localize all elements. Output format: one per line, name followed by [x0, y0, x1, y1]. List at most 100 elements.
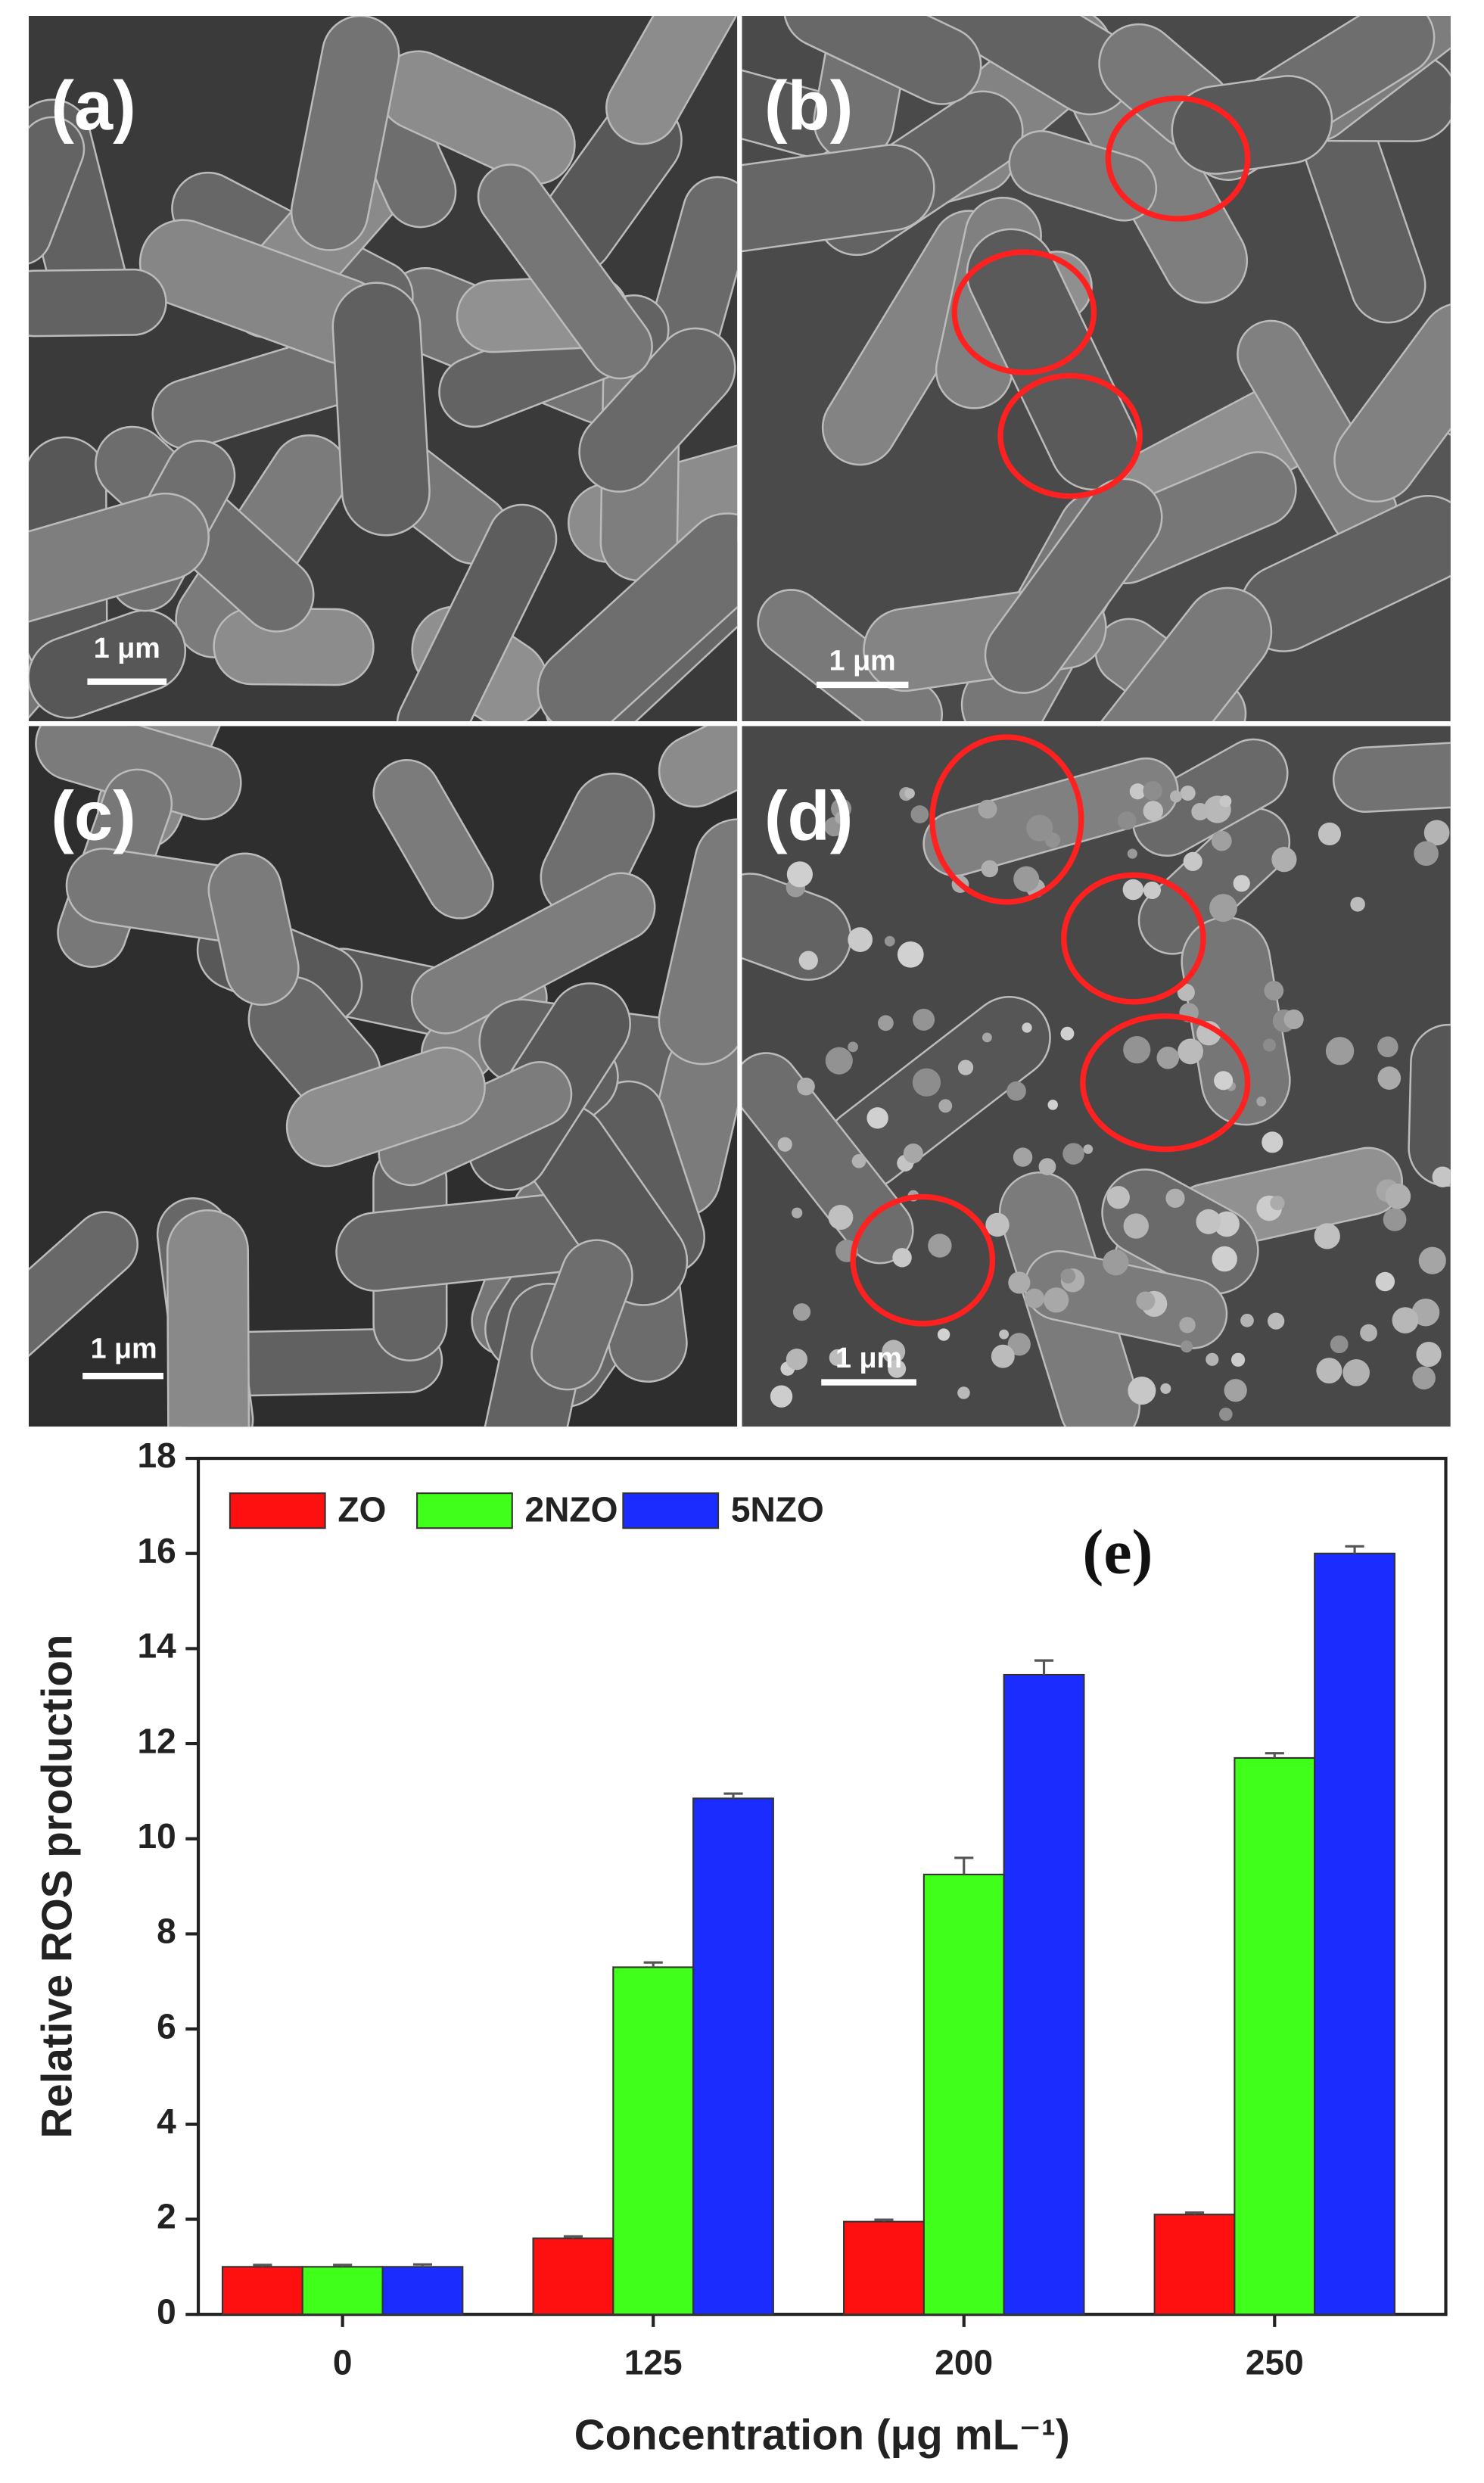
- sem-particle: [1129, 783, 1146, 800]
- sem-particle: [1136, 1291, 1156, 1311]
- sem-particle: [1412, 1366, 1436, 1390]
- sem-particle: [1240, 1313, 1254, 1327]
- sem-particle: [786, 861, 813, 888]
- sem-particle: [1230, 1352, 1246, 1367]
- highlight-circle: [929, 734, 1084, 905]
- sem-particle: [1117, 811, 1137, 830]
- sem-particle: [937, 1328, 950, 1341]
- scale-bar-label: 1 μm: [829, 645, 896, 677]
- sem-rod: [1131, 738, 1289, 857]
- sem-rod: [28, 1211, 138, 1412]
- sem-rod: [1081, 587, 1273, 722]
- sem-rod: [166, 1209, 250, 1427]
- sem-rod: [396, 503, 558, 722]
- sem-particle: [1211, 830, 1232, 851]
- sem-particle: [1103, 1249, 1129, 1276]
- sem-particle: [1342, 1359, 1370, 1386]
- sem-particle: [957, 1059, 974, 1075]
- bar: [1314, 1552, 1396, 2316]
- sem-particle: [829, 1349, 847, 1367]
- bar: [532, 2237, 614, 2316]
- y-tick-label: 18: [137, 1436, 176, 1475]
- sem-rod: [1408, 1023, 1451, 1187]
- sem-rod: [922, 757, 1179, 877]
- x-tick-label: 0: [333, 2342, 353, 2382]
- sem-rod: [28, 492, 210, 630]
- x-tick-label: 125: [624, 2342, 683, 2382]
- sem-rod: [742, 144, 935, 258]
- y-tick-label: 0: [157, 2292, 176, 2331]
- sem-particle: [1432, 1166, 1451, 1187]
- sem-rod: [1333, 302, 1451, 503]
- sem-rod: [477, 163, 653, 380]
- sem-rod: [578, 327, 736, 493]
- sem-particle: [985, 1212, 1010, 1237]
- sem-particle: [1224, 1379, 1247, 1402]
- sem-particle: [1219, 795, 1232, 807]
- legend-swatch: [622, 1492, 720, 1529]
- sem-particle: [1178, 1038, 1204, 1065]
- sem-particle: [848, 927, 873, 953]
- sem-particle: [1414, 841, 1439, 867]
- sem-rod: [1171, 75, 1333, 175]
- sem-particle: [866, 1107, 888, 1129]
- sem-particle: [888, 1359, 907, 1378]
- panel-label: (e): [1082, 1517, 1153, 1587]
- sem-particle: [1047, 1100, 1059, 1110]
- error-bar: [1184, 2211, 1205, 2215]
- sem-image: [28, 726, 738, 1427]
- sem-particle: [884, 935, 895, 947]
- sem-particle: [851, 1153, 866, 1168]
- sem-rod: [285, 1046, 486, 1168]
- sem-particle: [1270, 1196, 1285, 1211]
- sem-particle: [1180, 785, 1196, 801]
- sem-particle: [1127, 848, 1137, 859]
- sem-particle: [1375, 1271, 1395, 1292]
- sem-rod: [28, 609, 187, 719]
- sem-particle: [1377, 1066, 1402, 1090]
- error-bar: [412, 2263, 433, 2267]
- sem-particle: [848, 1041, 858, 1053]
- sem-particle: [1013, 1147, 1033, 1167]
- sem-rod: [331, 282, 431, 537]
- sem-particle: [1060, 1026, 1075, 1041]
- sem-particle: [1181, 1340, 1193, 1353]
- sem-particle: [892, 1248, 912, 1268]
- sem-particle: [1418, 1246, 1446, 1274]
- x-axis-label: Concentration (μg mL⁻¹): [574, 2410, 1070, 2458]
- sem-particle: [1177, 983, 1195, 1002]
- error-bar: [723, 1792, 743, 1799]
- sem-particle: [1106, 1186, 1130, 1209]
- sem-particle: [1416, 1341, 1442, 1368]
- bar: [692, 1797, 774, 2316]
- highlight-circle: [951, 249, 1097, 375]
- sem-particle: [1062, 1143, 1084, 1165]
- sem-particle: [1044, 1287, 1069, 1313]
- error-bar: [1034, 1659, 1054, 1675]
- sem-particle: [1006, 1081, 1026, 1101]
- sem-particle: [1283, 1009, 1304, 1029]
- sem-particle: [978, 799, 997, 819]
- y-tick-label: 10: [137, 1816, 176, 1856]
- sem-particle: [1022, 1022, 1032, 1033]
- sem-particle: [797, 1077, 815, 1096]
- sem-particle: [1314, 1223, 1340, 1249]
- error-bar: [1345, 1545, 1364, 1554]
- error-bar: [563, 2235, 583, 2239]
- sem-rod: [28, 116, 86, 266]
- highlight-circle: [997, 372, 1143, 499]
- sem-particle: [912, 1068, 941, 1097]
- sem-particle: [1160, 1383, 1171, 1394]
- sem-particle: [1128, 1377, 1156, 1405]
- sem-particle: [904, 788, 915, 799]
- legend-swatch: [229, 1492, 326, 1529]
- panel-label: (a): [51, 67, 136, 145]
- sem-particle: [1212, 1246, 1237, 1272]
- sem-particle: [1377, 1036, 1398, 1058]
- sem-rod: [658, 818, 738, 1066]
- sem-particle: [1143, 801, 1164, 821]
- sem-particle: [1385, 1183, 1411, 1209]
- sem-particle: [897, 941, 924, 968]
- y-tick-label: 8: [157, 1912, 176, 1951]
- panel-label: (c): [51, 776, 136, 854]
